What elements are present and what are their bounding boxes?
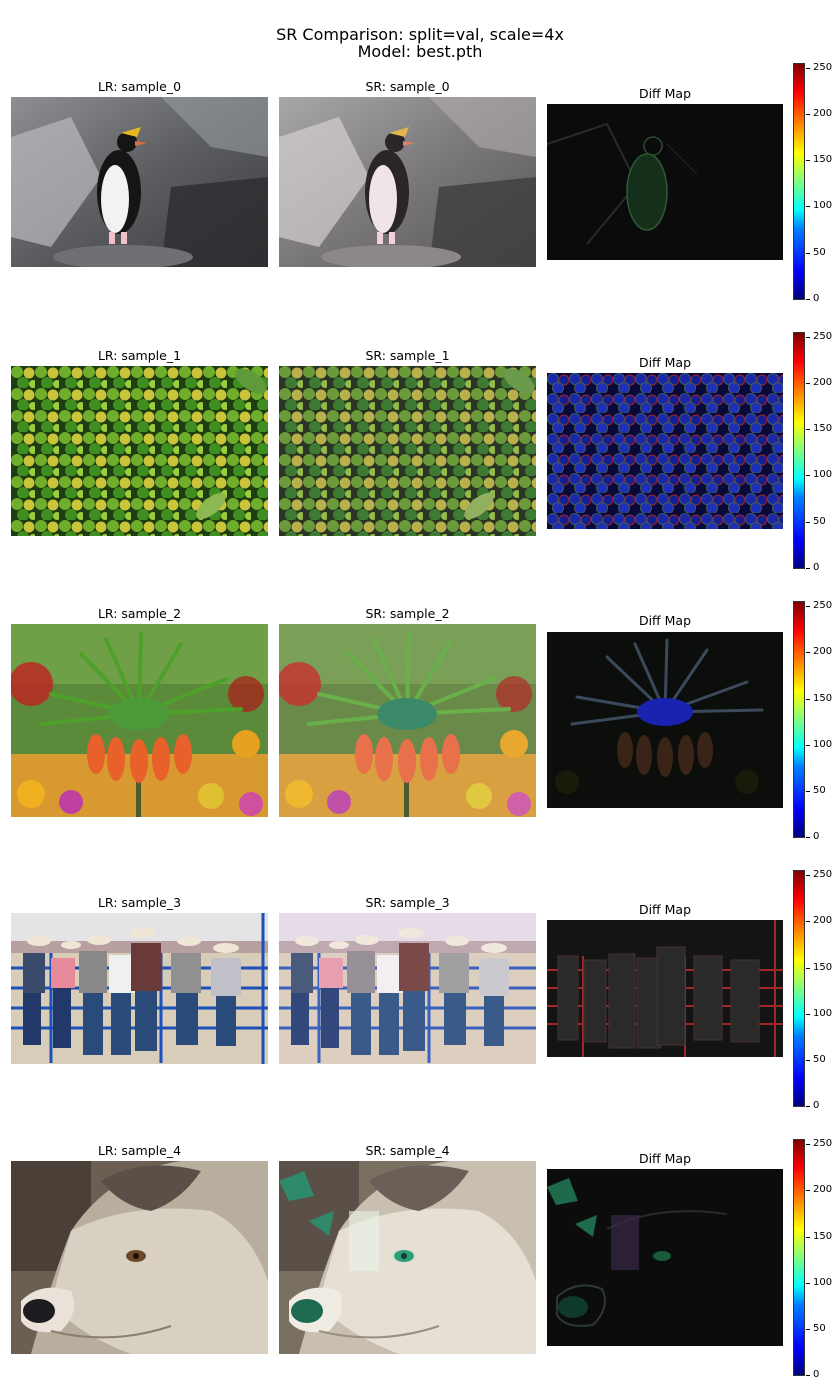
sr-panel-title: SR: sample_3 [365, 895, 450, 910]
lr-image-flower [11, 624, 268, 817]
sr-image-cowboys [279, 913, 536, 1064]
lr-image-citrus [11, 366, 268, 536]
lr-panel-title: LR: sample_1 [97, 348, 182, 363]
colorbar [793, 63, 805, 300]
diff-panel-title: Diff Map [638, 86, 692, 101]
sr-image-wolf [279, 1161, 536, 1354]
diff-map-flower [547, 632, 783, 808]
colorbar [793, 1139, 805, 1376]
sr-panel-title: SR: sample_0 [365, 79, 450, 94]
sr-panel-title: SR: sample_2 [365, 606, 450, 621]
sr-panel-title: SR: sample_4 [365, 1143, 450, 1158]
colorbar [793, 332, 805, 569]
lr-panel-title: LR: sample_3 [97, 895, 182, 910]
lr-panel-title: LR: sample_2 [97, 606, 182, 621]
sr-panel-title: SR: sample_1 [365, 348, 450, 363]
lr-image-penguin [11, 97, 268, 267]
sr-image-flower [279, 624, 536, 817]
diff-map-cowboys [547, 920, 783, 1057]
colorbar [793, 870, 805, 1107]
diff-panel-title: Diff Map [638, 355, 692, 370]
lr-image-wolf [11, 1161, 268, 1354]
colorbar [793, 601, 805, 838]
diff-map-citrus [547, 373, 783, 529]
diff-map-wolf [547, 1169, 783, 1346]
diff-panel-title: Diff Map [638, 902, 692, 917]
diff-panel-title: Diff Map [638, 1151, 692, 1166]
sr-image-citrus [279, 366, 536, 536]
figure-title-line-1: SR Comparison: split=val, scale=4x [276, 25, 564, 44]
sr-image-penguin [279, 97, 536, 267]
lr-panel-title: LR: sample_0 [97, 79, 182, 94]
figure-title-line-2: Model: best.pth [357, 42, 483, 61]
diff-panel-title: Diff Map [638, 613, 692, 628]
lr-panel-title: LR: sample_4 [97, 1143, 182, 1158]
diff-map-penguin [547, 104, 783, 260]
lr-image-cowboys [11, 913, 268, 1064]
